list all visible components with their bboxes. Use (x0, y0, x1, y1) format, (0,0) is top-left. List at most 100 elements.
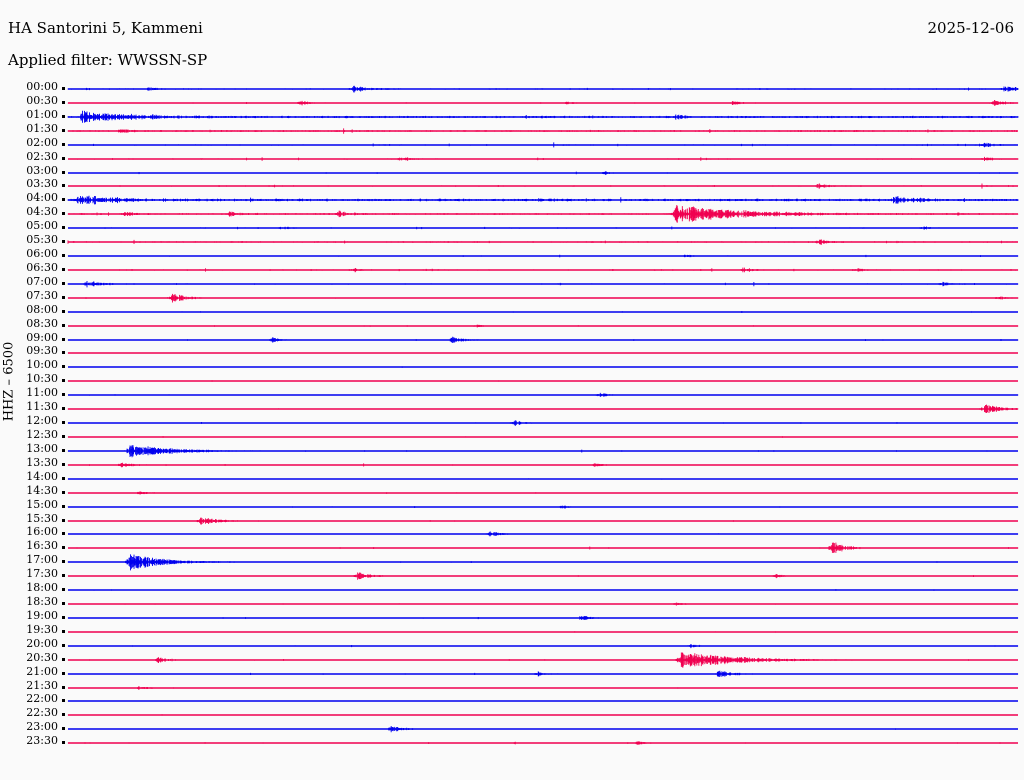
seismic-trace (67, 418, 1019, 456)
row-tick-mark (62, 462, 65, 466)
helicorder-row: 06:30 (0, 261, 1024, 277)
row-time-label: 07:00 (26, 274, 58, 288)
seismic-trace (67, 237, 1019, 275)
helicorder-row: 06:00 (0, 247, 1024, 263)
seismic-trace (67, 655, 1019, 693)
helicorder-row: 14:00 (0, 470, 1024, 486)
row-time-label: 18:00 (26, 581, 58, 595)
seismic-trace (67, 543, 1019, 581)
helicorder-row: 23:00 (0, 720, 1024, 736)
row-time-label: 04:00 (26, 191, 58, 205)
seismic-trace (67, 627, 1019, 665)
helicorder-row: 12:00 (0, 414, 1024, 430)
row-tick-mark (62, 365, 65, 369)
helicorder-row: 12:30 (0, 428, 1024, 444)
seismic-trace (67, 98, 1019, 136)
row-tick-mark (62, 170, 65, 174)
trace-waveform (67, 280, 1019, 288)
row-time-label: 19:00 (26, 608, 58, 622)
seismic-trace (67, 154, 1019, 192)
row-time-label: 21:30 (26, 678, 58, 692)
trace-waveform (67, 531, 1019, 537)
trace-waveform (67, 128, 1019, 134)
trace-waveform (67, 205, 1019, 223)
row-tick-mark (62, 254, 65, 258)
row-tick-mark (62, 588, 65, 592)
row-tick-mark (62, 713, 65, 717)
row-time-label: 02:30 (26, 149, 58, 163)
row-time-label: 10:00 (26, 358, 58, 372)
row-tick-mark (62, 337, 65, 341)
seismic-trace (67, 195, 1019, 233)
row-time-label: 11:00 (26, 386, 58, 400)
helicorder-row: 05:30 (0, 233, 1024, 249)
trace-waveform (67, 324, 1019, 328)
trace-waveform (67, 589, 1019, 591)
row-time-label: 00:00 (26, 80, 58, 93)
row-tick-mark (62, 309, 65, 313)
row-tick-mark (62, 699, 65, 703)
trace-waveform (67, 477, 1019, 480)
row-time-label: 08:00 (26, 302, 58, 316)
trace-waveform (67, 393, 1019, 398)
seismic-trace (67, 585, 1019, 623)
helicorder-row: 21:30 (0, 678, 1024, 695)
helicorder-plot: 00:00 00:30 01:00 01:30 02:00 02:30 03:00 03:30… (0, 78, 1024, 768)
row-tick-mark (62, 643, 65, 647)
helicorder-row: 07:30 (0, 289, 1024, 305)
seismic-trace (67, 710, 1019, 748)
station-title: HA Santorini 5, Kammeni (8, 19, 203, 37)
seismic-trace (67, 321, 1019, 359)
helicorder-row: 17:30 (0, 567, 1024, 583)
row-time-label: 16:00 (26, 525, 58, 539)
row-time-label: 17:30 (26, 567, 58, 581)
trace-waveform (67, 254, 1019, 258)
row-time-label: 23:00 (26, 720, 58, 734)
row-tick-mark (62, 602, 65, 606)
helicorder-row: 16:00 (0, 525, 1024, 541)
row-tick-mark (62, 435, 65, 438)
seismic-trace (67, 446, 1019, 484)
helicorder-row: 02:30 (0, 149, 1024, 166)
row-time-label: 09:00 (26, 330, 58, 344)
seismic-trace (67, 474, 1019, 512)
row-time-label: 08:30 (26, 316, 58, 330)
seismic-trace (67, 376, 1019, 414)
helicorder-row: 11:00 (0, 386, 1024, 402)
row-tick-mark (62, 100, 65, 104)
seismic-trace (67, 84, 1019, 122)
seismic-trace (67, 334, 1019, 372)
row-tick-mark (62, 629, 65, 633)
helicorder-row: 10:00 (0, 358, 1024, 374)
trace-waveform (67, 615, 1019, 620)
seismic-trace (67, 126, 1019, 164)
seismic-trace (67, 529, 1019, 567)
row-time-label: 23:30 (26, 734, 58, 748)
seismic-trace (67, 599, 1019, 637)
trace-waveform (67, 404, 1019, 414)
seismic-trace (67, 460, 1019, 498)
trace-waveform (67, 170, 1019, 175)
seismic-trace (67, 112, 1019, 150)
seismic-trace (67, 265, 1019, 303)
seismic-trace (67, 613, 1019, 651)
row-time-label: 16:30 (26, 539, 58, 553)
trace-waveform (67, 505, 1019, 509)
trace-waveform (67, 554, 1019, 571)
date-label: 2025-12-06 (927, 19, 1014, 37)
trace-waveform (67, 741, 1019, 745)
row-time-label: 20:00 (26, 636, 58, 650)
row-tick-mark (62, 156, 65, 160)
helicorder-row: 10:30 (0, 372, 1024, 388)
row-tick-mark (62, 198, 65, 202)
row-tick-mark (62, 421, 65, 425)
seismic-trace (67, 362, 1019, 400)
trace-waveform (67, 602, 1019, 606)
seismic-trace (67, 251, 1019, 289)
trace-waveform (67, 110, 1019, 123)
helicorder-row: 13:30 (0, 456, 1024, 472)
row-tick-mark (62, 212, 65, 216)
trace-waveform (67, 436, 1019, 438)
row-tick-mark (62, 560, 65, 564)
trace-waveform (67, 670, 1019, 677)
